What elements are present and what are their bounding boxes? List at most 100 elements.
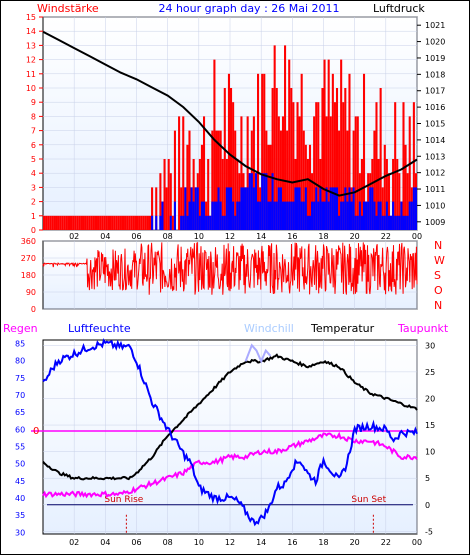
y-left-tick-label: 35 [15,511,25,520]
gust-bar [70,215,73,230]
taupunkt-label: Taupunkt [397,322,449,335]
gust-bar [192,159,195,230]
avg-bar [358,201,361,230]
x-tick-label: 12 [225,232,235,241]
avg-bar [223,215,226,230]
gust-bar [383,144,386,230]
y-left-tick-label: 270 [21,254,36,263]
avg-bar [346,201,349,230]
gust-bar [99,215,102,230]
y-right-tick-label: 1021 [425,21,445,30]
gust-bar [159,173,162,230]
gust-bar [57,215,60,230]
avg-bar [296,187,299,230]
gust-bar [406,173,409,230]
avg-bar [281,201,285,230]
gust-bar [134,215,137,230]
gust-bar [163,159,166,230]
gust-bar [109,215,112,230]
y-left-tick-label: 1 [31,212,36,221]
gust-bar [412,102,415,230]
regen-label: Regen [3,322,38,335]
gust-bar [65,215,68,230]
y-left-tick-label: 10 [26,84,36,93]
avg-bar [209,215,212,230]
avg-bar [286,201,289,230]
avg-bar [169,215,172,230]
avg-bar [327,201,330,230]
avg-bar [360,215,363,230]
gust-bar [86,215,89,230]
gust-bar [63,215,66,230]
gust-bar [82,215,85,230]
avg-bar [180,215,183,230]
gust-bar [323,59,326,230]
avg-bar [311,201,314,230]
gust-bar [121,215,125,230]
gust-bar [275,88,278,230]
compass-label: W [434,254,445,267]
avg-bar [392,201,395,230]
windchill-label: Windchill [244,322,294,335]
y-right-tick-label: 0 [425,501,430,510]
gust-bar [151,187,154,230]
avg-bar [298,187,301,230]
avg-bar [410,201,413,230]
gust-bar [72,215,75,230]
avg-bar [402,215,405,230]
gust-bar [335,88,339,230]
avg-bar [317,201,320,230]
avg-bar [304,187,307,230]
gust-bar [138,215,141,230]
compass-label: N [434,239,442,252]
y-right-tick-label: -5 [425,527,433,536]
gust-bar [356,116,359,230]
gust-bar [333,102,336,230]
y-left-tick-label: 9 [31,98,36,107]
y-right-tick-label: 1011 [425,185,445,194]
gust-bar [288,59,291,230]
avg-bar [186,215,189,230]
gust-bar [74,215,77,230]
x-tick-label: 04 [100,232,110,241]
avg-bar [342,201,345,230]
avg-bar [404,215,407,230]
avg-bar [200,201,203,230]
gust-bar [375,102,378,230]
avg-bar [151,215,154,230]
avg-bar [379,201,382,230]
y-left-tick-label: 60 [15,425,25,434]
avg-bar [217,187,220,230]
gust-bar [290,88,293,230]
gust-bar [90,215,93,230]
gust-bar [76,215,79,230]
x-tick-label: 14 [256,538,266,547]
y-left-tick-label: 80 [15,357,25,366]
gust-bar [286,130,289,230]
gust-bar [232,102,235,230]
y-left-tick-label: 13 [26,41,36,50]
avg-bar [381,215,384,230]
avg-bar [300,201,303,230]
gust-bar [331,73,334,230]
gust-bar [167,159,170,230]
gust-bar [200,144,203,230]
gust-bar [142,215,145,230]
y-right-tick-label: 10 [425,448,435,457]
gust-bar [263,73,266,230]
gust-bar [394,102,397,230]
y-left-tick-label: 0 [31,226,36,235]
gust-bar [236,159,239,230]
x-tick-label: 16 [287,538,297,547]
y-right-tick-label: 5 [425,474,430,483]
gust-bar [124,215,127,230]
avg-bar [182,215,185,230]
x-tick-label: 18 [318,232,328,241]
gust-bar [113,215,116,230]
gust-bar [277,116,280,230]
x-tick-label: 02 [69,232,79,241]
y-left-tick-label: 5 [31,155,36,164]
gust-bar [269,144,272,230]
gust-bar [84,215,87,230]
